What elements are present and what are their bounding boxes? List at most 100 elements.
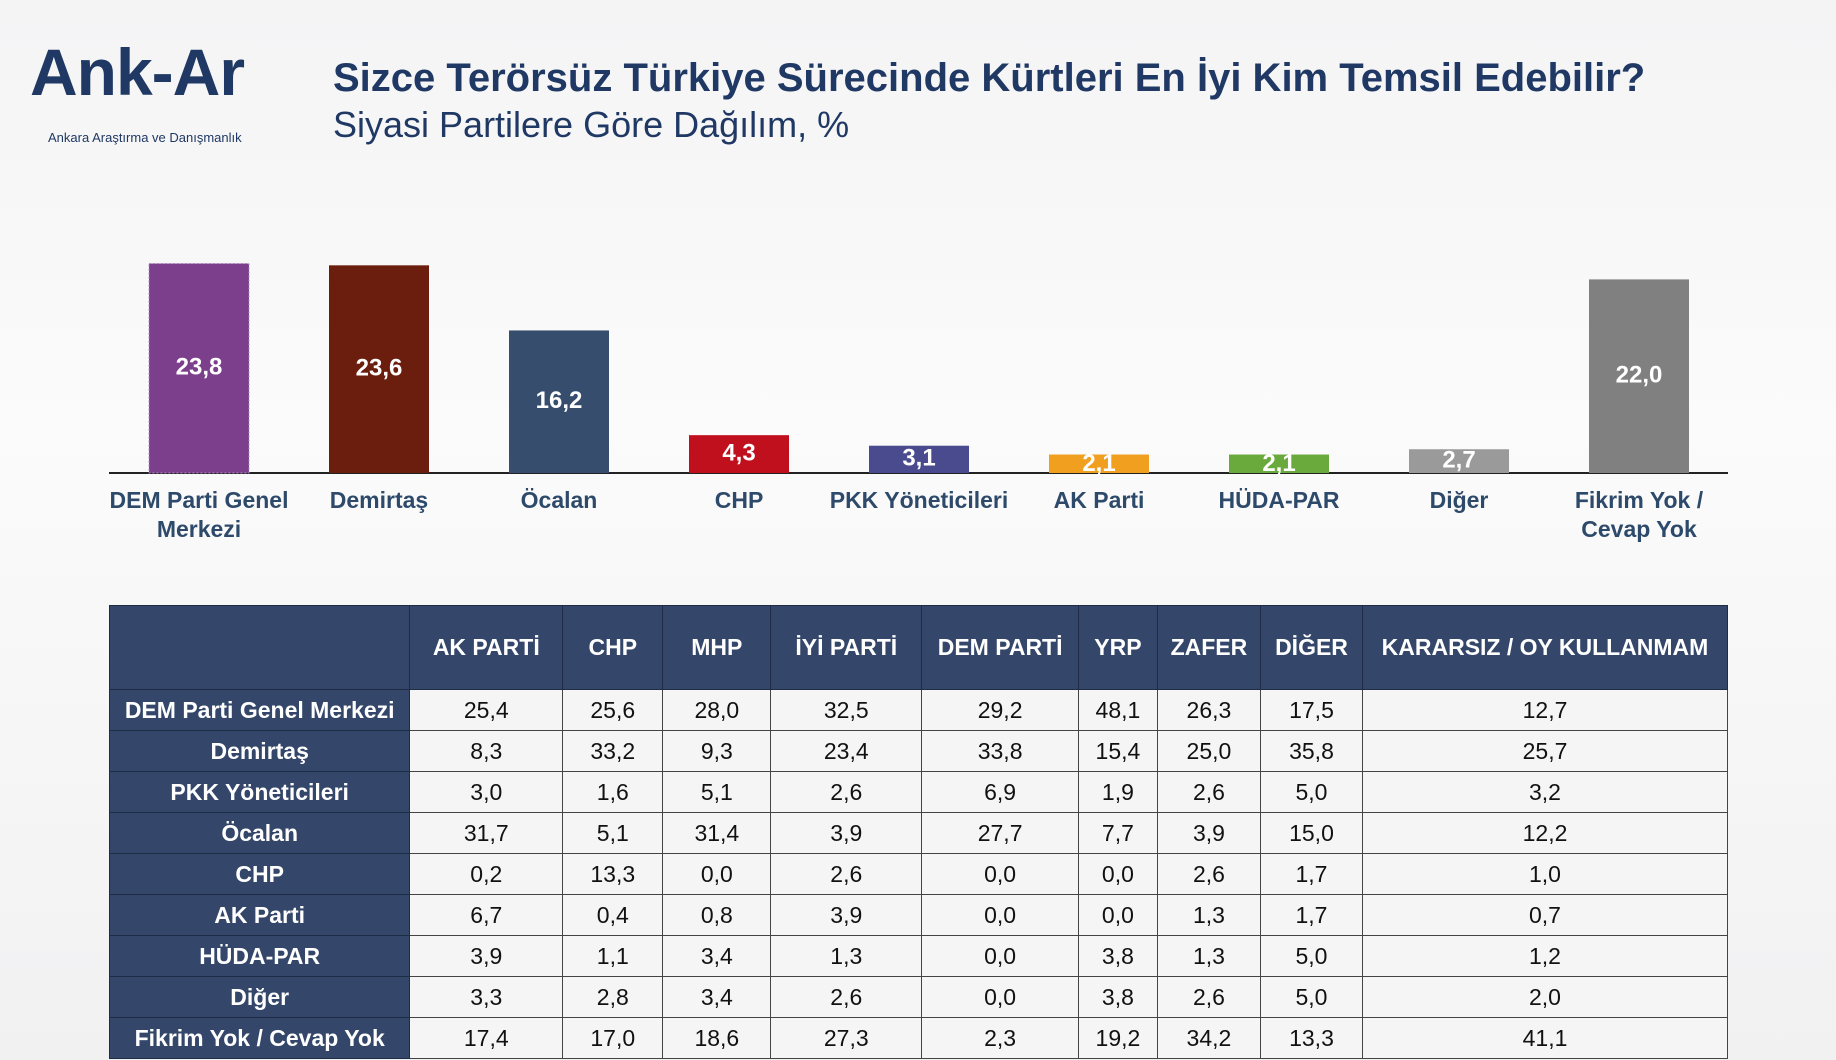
category-label: Diğer: [1429, 487, 1489, 513]
table-cell: 12,7: [1361, 689, 1729, 731]
data-table: AK PARTİ CHP MHP İYİ PARTİ DEM PARTİ YRP ZAFER…: [108, 605, 1729, 1059]
bar: [148, 263, 250, 474]
table-cell: 2,8: [562, 976, 664, 1018]
table-cell: 0,0: [921, 935, 1079, 977]
value-label: 23,8: [176, 354, 223, 381]
table-cell: 8,3: [409, 730, 564, 772]
table-cell: 15,4: [1077, 730, 1158, 772]
table-cell: 0,0: [1077, 894, 1158, 936]
bar: [329, 265, 429, 473]
column-header: KARARSIZ / OY KULLANMAM: [1361, 605, 1729, 690]
table-cell: 1,3: [1156, 935, 1261, 977]
value-label: 3,1: [902, 445, 935, 472]
table-cell: 33,2: [562, 730, 664, 772]
column-header: İYİ PARTİ: [770, 605, 923, 690]
category-label: HÜDA-PAR: [1218, 487, 1340, 513]
table-cell: 0,8: [662, 894, 772, 936]
category-label: CHP: [714, 487, 764, 513]
table-cell: 2,0: [1361, 976, 1729, 1018]
table-row: CHP 0,2 13,3 0,0 2,6 0,0 0,0 2,6 1,7 1,0: [108, 853, 1729, 895]
table-cell: 18,6: [662, 1017, 772, 1059]
value-label: 2,7: [1442, 446, 1475, 473]
table-cell: 33,8: [921, 730, 1079, 772]
table-cell: 17,4: [409, 1017, 564, 1059]
table-cell: 17,0: [562, 1017, 664, 1059]
value-label: 2,1: [1082, 450, 1115, 477]
table-cell: 9,3: [662, 730, 772, 772]
table-cell: 5,1: [562, 812, 664, 854]
table-header: AK PARTİ CHP MHP İYİ PARTİ DEM PARTİ YRP ZAFER…: [108, 605, 1729, 690]
bar: [1229, 454, 1329, 473]
column-header: DİĞER: [1259, 605, 1363, 690]
table-row: HÜDA-PAR 3,9 1,1 3,4 1,3 0,0 3,8 1,3 5,0 1,2: [108, 935, 1729, 977]
column-header: MHP: [662, 605, 772, 690]
value-label: 4,3: [722, 439, 755, 466]
table-cell: 5,1: [662, 771, 772, 813]
column-header: AK PARTİ: [409, 605, 564, 690]
row-label: Öcalan: [108, 812, 411, 854]
table-cell: 2,3: [921, 1017, 1079, 1059]
value-label: 2,1: [1262, 450, 1295, 477]
table-cell: 3,0: [409, 771, 564, 813]
table-cell: 1,1: [562, 935, 664, 977]
corner-cell: [108, 605, 411, 690]
value-label: 16,2: [536, 387, 583, 414]
table-row: Fikrim Yok / Cevap Yok 17,4 17,0 18,6 27,3 2,…: [108, 1017, 1729, 1059]
bar: [1049, 454, 1149, 473]
table-cell: 0,0: [921, 853, 1079, 895]
bar: [689, 435, 789, 473]
table-cell: 3,4: [662, 976, 772, 1018]
table-cell: 1,7: [1259, 853, 1363, 895]
table-cell: 5,0: [1259, 771, 1363, 813]
table-cell: 2,6: [1156, 976, 1261, 1018]
table-cell: 35,8: [1259, 730, 1363, 772]
table-cell: 1,2: [1361, 935, 1729, 977]
table-cell: 6,7: [409, 894, 564, 936]
table-cell: 2,6: [1156, 771, 1261, 813]
table-cell: 34,2: [1156, 1017, 1261, 1059]
table-cell: 2,6: [770, 853, 923, 895]
table-cell: 27,3: [770, 1017, 923, 1059]
row-label: CHP: [108, 853, 411, 895]
table-cell: 25,6: [562, 689, 664, 731]
table-row: AK Parti 6,7 0,4 0,8 3,9 0,0 0,0 1,3 1,7 0,7: [108, 894, 1729, 936]
table-cell: 31,4: [662, 812, 772, 854]
table-cell: 31,7: [409, 812, 564, 854]
table-cell: 1,3: [1156, 894, 1261, 936]
table-cell: 3,8: [1077, 935, 1158, 977]
table-cell: 3,2: [1361, 771, 1729, 813]
table-cell: 13,3: [562, 853, 664, 895]
table-cell: 17,5: [1259, 689, 1363, 731]
table-cell: 0,0: [1077, 853, 1158, 895]
row-label: PKK Yöneticileri: [108, 771, 411, 813]
table-cell: 41,1: [1361, 1017, 1729, 1059]
category-label: PKK Yöneticileri: [829, 487, 1009, 513]
table-cell: 29,2: [921, 689, 1079, 731]
table-cell: 12,2: [1361, 812, 1729, 854]
column-header: CHP: [562, 605, 664, 690]
value-label: 22,0: [1616, 362, 1663, 389]
table-cell: 5,0: [1259, 976, 1363, 1018]
table-row: DEM Parti Genel Merkezi 25,4 25,6 28,0 32,5 2…: [108, 689, 1729, 731]
table-cell: 25,7: [1361, 730, 1729, 772]
table-cell: 3,8: [1077, 976, 1158, 1018]
table-cell: 1,3: [770, 935, 923, 977]
category-label: Demirtaş: [329, 487, 429, 513]
table-cell: 32,5: [770, 689, 923, 731]
table-cell: 3,9: [409, 935, 564, 977]
chart-title: Sizce Terörsüz Türkiye Sürecinde Kürtler…: [333, 56, 1646, 100]
table-cell: 2,6: [770, 771, 923, 813]
table-cell: 2,6: [1156, 853, 1261, 895]
table-cell: 3,9: [770, 812, 923, 854]
table-cell: 27,7: [921, 812, 1079, 854]
table-row: Öcalan 31,7 5,1 31,4 3,9 27,7 7,7 3,9 15,0 12,2: [108, 812, 1729, 854]
table-cell: 6,9: [921, 771, 1079, 813]
chart: 23,8 23,6 16,2 4,3 3,1 2,1 2,1 2,7 22,0: [109, 263, 1728, 477]
row-label: Demirtaş: [108, 730, 411, 772]
table-cell: 0,0: [921, 894, 1079, 936]
table-cell: 7,7: [1077, 812, 1158, 854]
bar: [509, 330, 609, 473]
column-header: DEM PARTİ: [921, 605, 1079, 690]
row-label: AK Parti: [108, 894, 411, 936]
